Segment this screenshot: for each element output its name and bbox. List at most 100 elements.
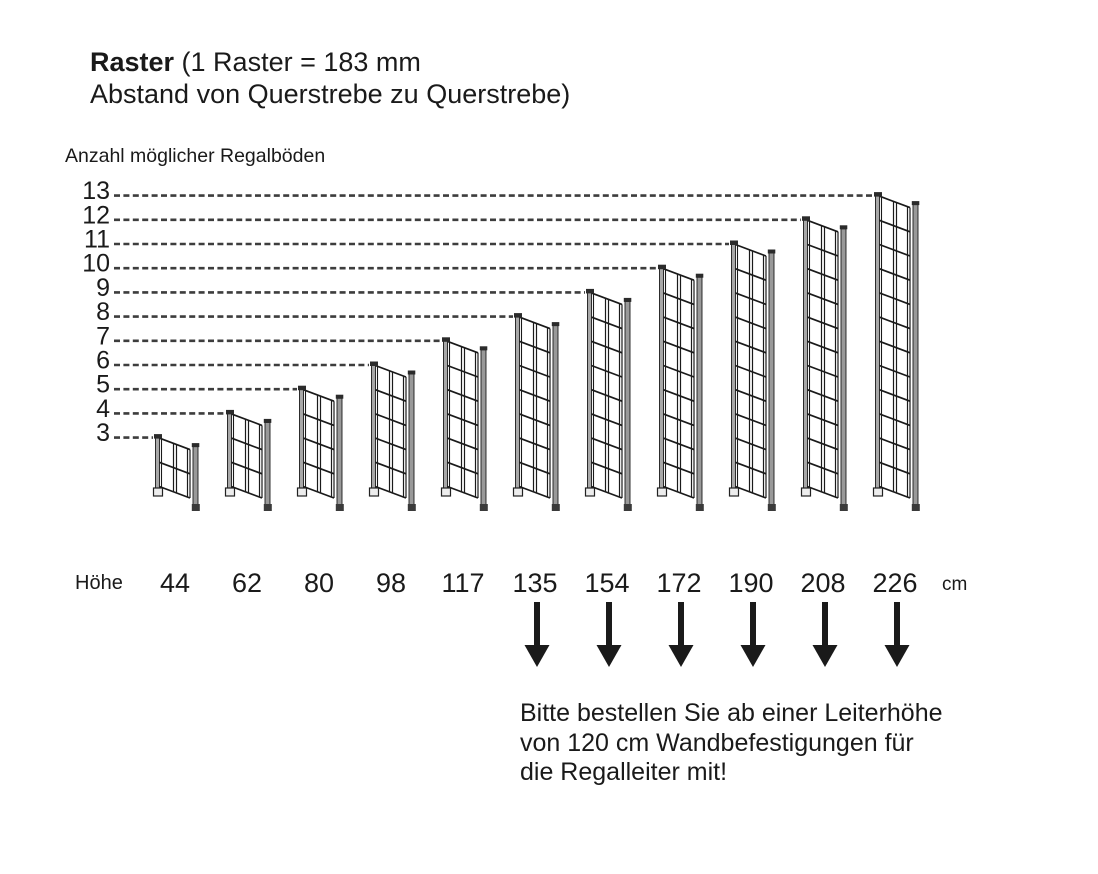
arrow-shaft: [894, 602, 900, 646]
y-tick-label-6: 6: [96, 347, 110, 375]
arrow-shaft: [822, 602, 828, 646]
right-post: [264, 421, 271, 509]
height-label-62: 62: [232, 568, 262, 598]
right-post-cap: [695, 273, 704, 278]
left-post-cap: [730, 240, 738, 245]
right-post-foot: [407, 504, 416, 511]
left-post-foot: [368, 487, 380, 497]
height-label-190: 190: [728, 568, 773, 598]
arrow-shaft: [606, 602, 612, 646]
left-post-cap: [442, 337, 450, 342]
rung: [445, 485, 479, 499]
left-post: [515, 315, 520, 489]
left-post-foot: [584, 487, 596, 497]
left-post-foot: [512, 487, 524, 497]
left-post: [731, 242, 736, 489]
rung: [805, 485, 839, 499]
left-post-cap: [586, 288, 594, 294]
left-post-cap: [802, 216, 810, 221]
arrow-head: [668, 645, 694, 667]
height-label-117: 117: [441, 568, 484, 598]
rung: [517, 485, 551, 499]
ladder-226cm: [872, 192, 920, 511]
left-post-cap: [658, 264, 666, 270]
right-post-foot: [551, 504, 560, 511]
note-line-3: die Regalleiter mit!: [520, 758, 728, 786]
right-post-cap: [191, 443, 200, 448]
right-post-foot: [911, 504, 920, 511]
note-line-2: von 120 cm Wandbefestigungen für: [520, 728, 914, 757]
rung: [877, 485, 911, 499]
left-post: [587, 290, 592, 489]
y-tick-label-4: 4: [96, 395, 110, 423]
right-post-cap: [839, 225, 848, 230]
wall-mount-note: Bitte bestellen Sie ab einer Leiterhöhe …: [520, 699, 943, 788]
ladder-98cm: [368, 361, 416, 511]
right-post: [192, 446, 199, 509]
left-post: [227, 411, 232, 489]
wall-mount-arrow-208: [812, 602, 838, 667]
y-tick-label-12: 12: [82, 201, 110, 229]
ladder-190cm: [728, 240, 776, 511]
page-title-bold: Raster: [90, 47, 175, 77]
page-title-rest: (1 Raster = 183 mm: [174, 47, 421, 77]
left-post: [875, 194, 880, 489]
left-post: [659, 266, 664, 489]
page-title: Raster (1 Raster = 183 mm Abstand von Qu…: [90, 46, 570, 110]
right-post-foot: [839, 504, 848, 511]
right-post-cap: [623, 297, 632, 302]
page-title-line1: Raster (1 Raster = 183 mm: [90, 46, 570, 78]
height-label-80: 80: [304, 568, 334, 598]
height-label-154: 154: [584, 568, 629, 598]
right-post-cap: [551, 322, 560, 327]
right-post: [552, 325, 559, 509]
right-post: [840, 228, 847, 509]
y-axis-title: Anzahl möglicher Regalböden: [65, 145, 326, 167]
right-post-foot: [767, 504, 776, 511]
left-post-foot: [656, 487, 668, 497]
wall-mount-arrow-154: [596, 602, 622, 667]
height-label-208: 208: [800, 568, 845, 598]
left-post: [371, 363, 376, 489]
right-post-cap: [767, 249, 776, 254]
right-post-foot: [479, 504, 488, 511]
y-tick-label-5: 5: [96, 371, 110, 399]
arrow-head: [596, 645, 622, 667]
y-tick-label-3: 3: [96, 419, 110, 447]
left-post-foot: [440, 487, 452, 497]
y-tick-label-11: 11: [84, 226, 110, 254]
right-post: [696, 276, 703, 509]
left-post-cap: [154, 434, 162, 439]
left-post-cap: [226, 409, 234, 415]
left-post-foot: [872, 487, 884, 497]
right-post: [624, 300, 631, 509]
y-tick-label-7: 7: [96, 322, 110, 350]
height-label-172: 172: [656, 568, 701, 598]
right-post-foot: [191, 504, 200, 511]
page-title-line2: Abstand von Querstrebe zu Querstrebe): [90, 79, 571, 109]
arrow-head: [740, 645, 766, 667]
rung: [733, 485, 767, 499]
wall-mount-arrow-172: [668, 602, 694, 667]
left-post-cap: [514, 313, 522, 318]
left-post: [803, 218, 808, 489]
x-axis-label-hoehe: Höhe: [75, 572, 123, 594]
arrow-head: [884, 645, 910, 667]
right-post: [480, 349, 487, 509]
left-post: [299, 387, 304, 489]
rung: [229, 485, 263, 499]
height-label-44: 44: [160, 568, 190, 598]
right-post: [408, 373, 415, 509]
left-post: [155, 436, 160, 489]
ladder-62cm: [224, 409, 272, 511]
left-post-cap: [370, 361, 378, 366]
right-post-foot: [263, 504, 272, 511]
y-tick-label-9: 9: [96, 274, 110, 302]
ladder-208cm: [800, 216, 848, 511]
left-post-cap: [298, 385, 306, 391]
left-post-foot: [296, 487, 308, 497]
rung: [589, 485, 623, 499]
right-post: [768, 252, 775, 509]
right-post: [336, 397, 343, 509]
